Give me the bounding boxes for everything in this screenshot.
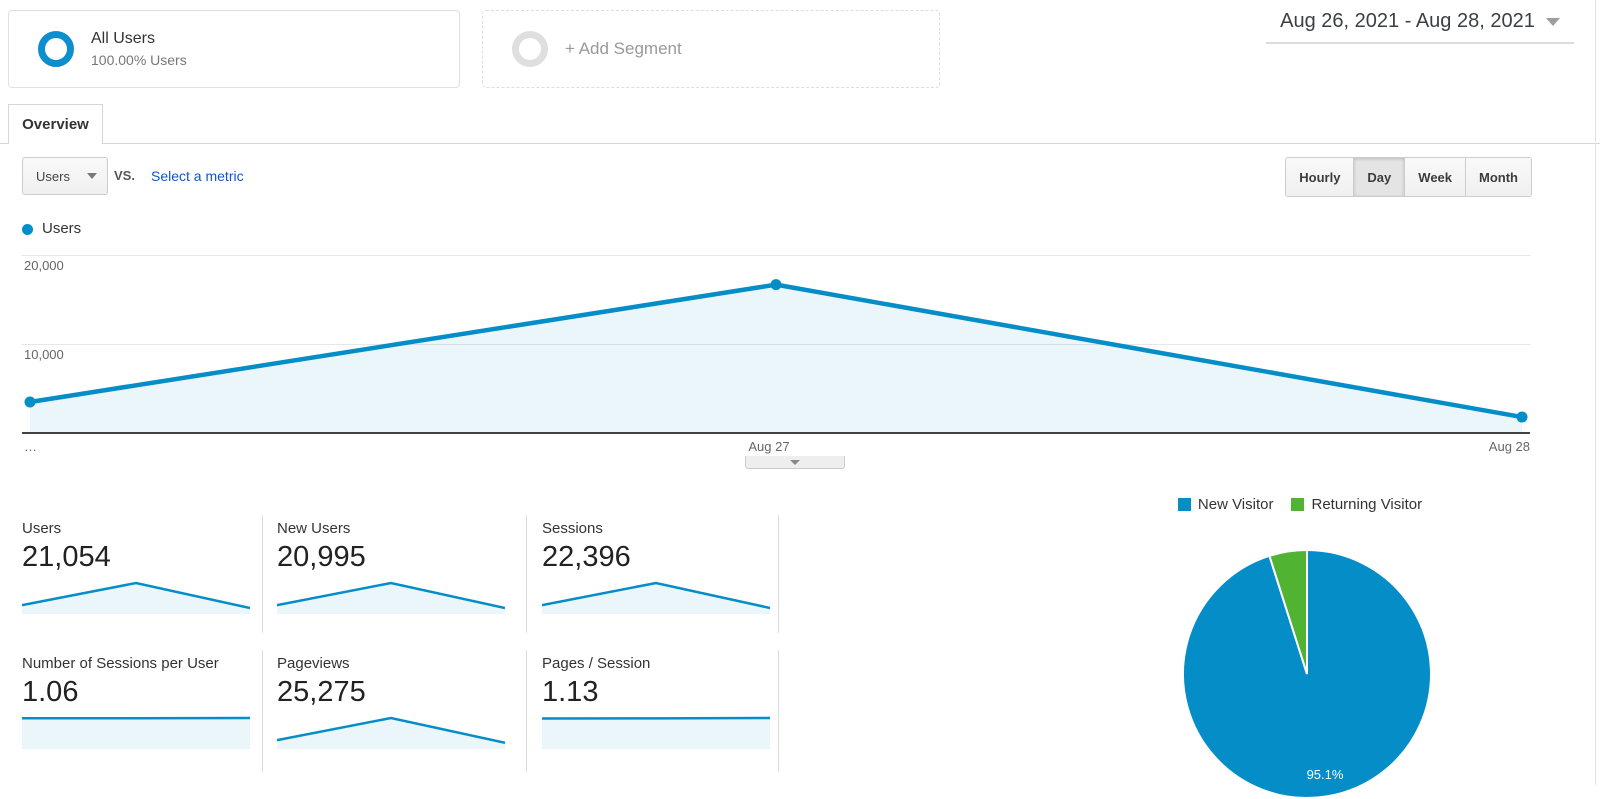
xaxis-expander-button[interactable] xyxy=(745,456,845,469)
new-visitor-label: New Visitor xyxy=(1197,496,1274,513)
users-legend-label: Users xyxy=(42,220,82,237)
xtick-aug27: Aug 27 xyxy=(748,439,790,454)
pie-chart[interactable] xyxy=(1182,549,1432,799)
x-axis-line xyxy=(22,432,1530,434)
metric-card-sessions[interactable]: Sessions 22,396 xyxy=(542,520,770,614)
caret-down-icon xyxy=(790,459,800,465)
metric-label: Sessions xyxy=(542,520,603,537)
metric-label: New Users xyxy=(277,520,351,537)
metric-selector-dropdown[interactable]: Users xyxy=(22,157,108,195)
all-users-segment-card[interactable]: All Users 100.00% Users xyxy=(8,10,460,88)
gridline-10000 xyxy=(22,344,1530,345)
column-divider xyxy=(262,515,263,633)
metric-sparkline xyxy=(542,716,770,749)
vs-label: vs. xyxy=(114,168,135,183)
granularity-month-button[interactable]: Month xyxy=(1465,158,1531,196)
column-divider xyxy=(526,515,527,633)
granularity-hourly-button[interactable]: Hourly xyxy=(1286,158,1354,196)
returning-visitor-label: Returning Visitor xyxy=(1311,496,1423,513)
metric-sparkline xyxy=(542,581,770,614)
date-range-text: Aug 26, 2021 - Aug 28, 2021 xyxy=(1280,10,1535,32)
metric-sparkline xyxy=(277,581,505,614)
column-divider xyxy=(526,650,527,772)
metric-card-new-users[interactable]: New Users 20,995 xyxy=(277,520,505,614)
metric-value: 1.06 xyxy=(22,676,79,708)
metric-value: 21,054 xyxy=(22,541,111,573)
tab-overview-label: Overview xyxy=(22,116,89,133)
main-line-chart[interactable] xyxy=(22,247,1530,433)
pie-percent-label: 95.1% xyxy=(1306,767,1344,782)
add-segment-card[interactable]: + Add Segment xyxy=(482,10,940,88)
pie-legend: New Visitor Returning Visitor xyxy=(1120,496,1480,513)
date-range-selector[interactable]: Aug 26, 2021 - Aug 28, 2021 xyxy=(1266,10,1574,44)
content-right-border xyxy=(1595,0,1596,785)
granularity-day-button[interactable]: Day xyxy=(1353,158,1405,196)
metric-label: Number of Sessions per User xyxy=(22,655,219,672)
metric-value: 25,275 xyxy=(277,676,366,708)
new-visitor-swatch-icon xyxy=(1177,498,1191,511)
pie-legend-item-returning-visitor: Returning Visitor xyxy=(1291,496,1422,513)
add-segment-label: + Add Segment xyxy=(565,39,682,58)
metric-label: Users xyxy=(22,520,62,537)
xtick-aug28: Aug 28 xyxy=(1488,439,1530,454)
xtick-ellipsis: … xyxy=(24,439,37,454)
segment-ring-icon xyxy=(38,31,74,67)
metric-card-users[interactable]: Users 21,054 xyxy=(22,520,250,614)
column-divider xyxy=(778,650,779,772)
segment-title: All Users xyxy=(91,29,156,47)
metric-card-pages-per-session[interactable]: Pages / Session 1.13 xyxy=(542,655,770,749)
pie-legend-item-new-visitor: New Visitor xyxy=(1177,496,1274,513)
caret-down-icon xyxy=(87,173,97,179)
metric-sparkline xyxy=(22,716,250,749)
select-a-metric-link[interactable]: Select a metric xyxy=(151,168,244,184)
metric-selector-value: Users xyxy=(36,168,70,184)
returning-visitor-swatch-icon xyxy=(1291,498,1305,511)
metric-card-pageviews[interactable]: Pageviews 25,275 xyxy=(277,655,505,749)
ytick-label-20000: 20,000 xyxy=(24,258,64,273)
ytick-label-10000: 10,000 xyxy=(24,347,64,362)
metric-label: Pages / Session xyxy=(542,655,651,672)
metric-value: 20,995 xyxy=(277,541,366,573)
granularity-week-button[interactable]: Week xyxy=(1404,158,1466,196)
metric-sparkline xyxy=(277,716,505,749)
segment-subtitle: 100.00% Users xyxy=(91,51,187,68)
segment-ring-outline-icon xyxy=(512,31,548,67)
metric-value: 22,396 xyxy=(542,541,631,573)
column-divider xyxy=(778,515,779,633)
tab-overview[interactable]: Overview xyxy=(8,104,103,144)
metric-value: 1.13 xyxy=(542,676,599,708)
metric-sparkline xyxy=(22,581,250,614)
chevron-down-icon xyxy=(1545,17,1560,26)
gridline-20000 xyxy=(22,255,1530,256)
tab-row-divider xyxy=(0,143,1600,144)
column-divider xyxy=(262,650,263,772)
metric-card-sessions-per-user[interactable]: Number of Sessions per User 1.06 xyxy=(22,655,250,749)
users-legend-dot-icon xyxy=(22,224,33,235)
granularity-button-group: Hourly Day Week Month xyxy=(1285,157,1532,197)
metric-label: Pageviews xyxy=(277,655,350,672)
